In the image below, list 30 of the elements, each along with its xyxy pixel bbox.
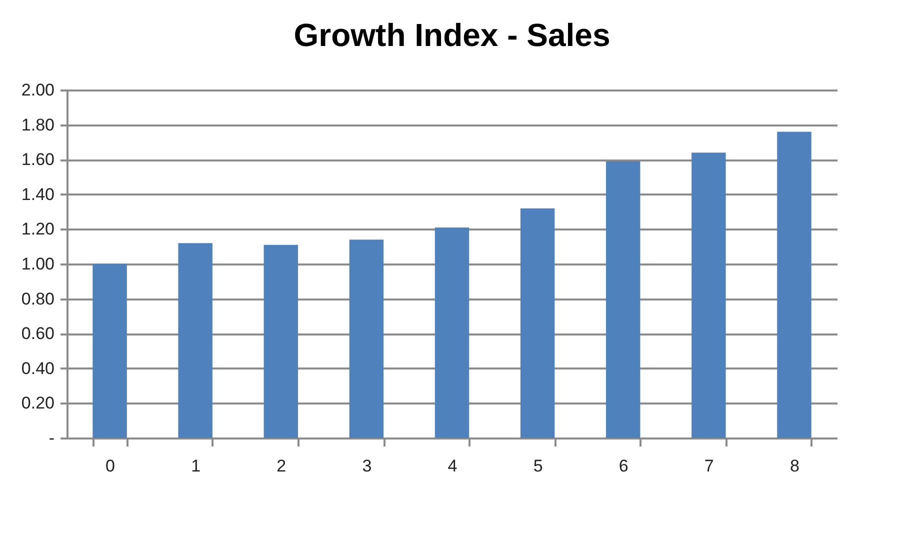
bar	[92, 264, 127, 438]
y-tick-label: -	[48, 428, 54, 448]
x-tick-label: 3	[362, 456, 372, 476]
x-tick-label: 4	[448, 456, 458, 476]
x-tick-label: 6	[618, 456, 628, 476]
bar	[606, 161, 640, 438]
y-tick-label: 0.60	[21, 324, 54, 344]
y-tick-label: 1.60	[21, 150, 54, 170]
y-tick-label: 0.40	[21, 358, 54, 378]
y-tick-label: 1.80	[21, 115, 54, 134]
x-tick-label: 8	[790, 456, 800, 476]
bar	[264, 244, 298, 438]
y-tick-label: 2.00	[21, 80, 54, 100]
chart-title: Growth Index - Sales	[294, 17, 610, 53]
bar	[692, 152, 726, 438]
y-tick-label: 1.00	[21, 254, 54, 274]
x-tick-label: 7	[704, 456, 714, 476]
x-tick-label: 0	[106, 456, 116, 476]
bar	[520, 208, 555, 438]
x-tick-label: 5	[533, 456, 543, 476]
x-tick-label: 2	[276, 456, 286, 476]
bar	[434, 227, 470, 438]
bar	[178, 243, 212, 438]
y-tick-label: 0.80	[21, 289, 54, 308]
x-tick-label: 1	[191, 456, 201, 476]
bar	[349, 240, 384, 438]
y-tick-label: 1.20	[21, 220, 54, 239]
bar	[777, 132, 812, 438]
y-tick-label: 1.40	[21, 184, 54, 204]
y-tick-label: 0.20	[21, 394, 54, 413]
